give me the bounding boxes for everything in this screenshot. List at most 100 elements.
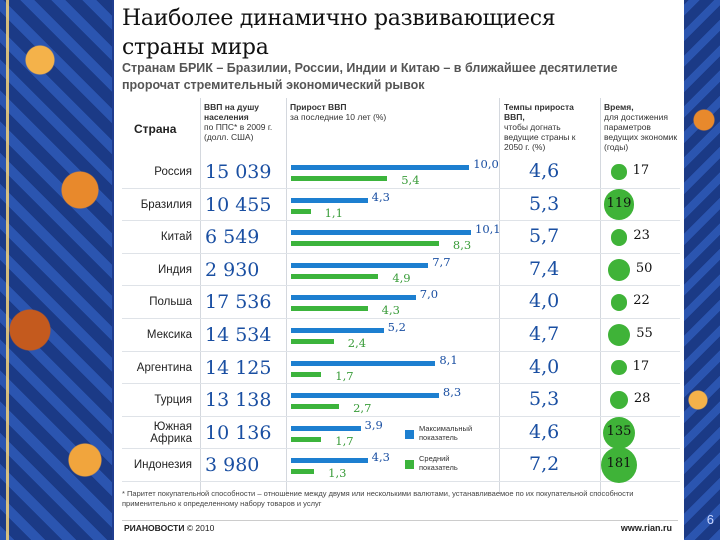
bar-max-growth <box>291 230 471 236</box>
growth-rate-value: 7,4 <box>529 257 560 280</box>
bar-max-label: 4,3 <box>371 189 390 204</box>
column-divider <box>200 98 201 494</box>
growth-rate-value: 7,2 <box>529 453 560 476</box>
growth-rate-value: 4,6 <box>529 160 560 182</box>
bar-avg-growth <box>291 306 368 312</box>
page-title: Наиболее динамично развивающиеся страны … <box>122 4 556 62</box>
subtitle: Странам БРИК – Бразилии, России, Индии и… <box>122 61 618 92</box>
bar-avg-growth <box>291 469 315 475</box>
infographic-card: Наиболее динамично развивающиеся страны … <box>114 0 684 540</box>
gdp-value: 6 549 <box>205 226 260 249</box>
gdp-value: 3 980 <box>205 454 260 477</box>
row-divider <box>122 350 680 352</box>
years-value: 119 <box>606 195 632 211</box>
years-value: 17 <box>632 358 650 374</box>
years-circle <box>601 447 637 484</box>
country-name: Южная Африка <box>150 420 192 445</box>
bar-max-label: 8,1 <box>439 352 458 367</box>
bar-avg-label: 1,7 <box>335 433 354 448</box>
header-rate-sub: чтобы догнать ведущие страны к 2050 г. (… <box>504 122 576 152</box>
footer-divider <box>122 520 678 521</box>
years-value: 55 <box>636 326 653 341</box>
growth-rate-value: 4,0 <box>529 355 560 378</box>
country-name: Турция <box>154 394 192 407</box>
header-time-sub: для достижения параметров ведущих эконом… <box>604 112 678 152</box>
row-divider <box>122 285 680 287</box>
logo-year: © 2010 <box>186 523 215 533</box>
bar-avg-label: 1,1 <box>324 205 343 220</box>
bar-avg-label: 4,9 <box>392 270 411 285</box>
title-line-2: страны мира <box>122 35 269 60</box>
growth-rate-value: 4,7 <box>529 323 560 345</box>
slide-background-right <box>684 0 720 540</box>
gdp-value: 15 039 <box>205 161 272 183</box>
bar-max-label: 4,3 <box>371 450 390 465</box>
bar-avg-growth <box>291 371 322 377</box>
header-growth: Прирост ВВП за последние 10 лет (%) <box>290 102 450 122</box>
years-circle <box>610 228 628 246</box>
bar-avg-label: 1,7 <box>335 368 354 383</box>
bar-max-label: 7,7 <box>432 254 451 269</box>
header-gdp: ВВП на душу населения по ППС* в 2009 г. … <box>204 102 284 142</box>
bar-avg-label: 5,4 <box>401 173 420 187</box>
footnote: * Паритет покупательной способности – от… <box>122 489 634 508</box>
row-divider <box>122 252 680 254</box>
growth-rate-value: 5,3 <box>529 388 560 411</box>
bar-avg-growth <box>291 436 322 442</box>
ria-logo: РИАНОВОСТИ © 2010 <box>124 523 214 533</box>
bar-avg-label: 8,3 <box>452 238 472 253</box>
growth-rate-value: 4,6 <box>529 420 560 443</box>
country-name: Аргентина <box>136 361 192 374</box>
gdp-value: 17 536 <box>205 291 272 314</box>
row-divider <box>122 448 680 450</box>
years-value: 17 <box>632 163 650 178</box>
bar-avg-growth <box>291 404 340 410</box>
gdp-value: 14 125 <box>205 356 272 379</box>
header-time: Время, для достижения параметров ведущих… <box>604 102 680 152</box>
row-divider <box>122 415 680 417</box>
source-site: www.rian.ru <box>620 523 672 533</box>
country-name: Мексика <box>146 329 192 341</box>
years-circle <box>608 258 630 281</box>
years-value: 28 <box>633 391 651 407</box>
column-divider <box>286 98 287 494</box>
years-circle <box>611 164 627 180</box>
growth-rate-value: 5,7 <box>529 225 560 248</box>
bar-avg-growth <box>291 241 439 247</box>
bar-max-label: 5,2 <box>387 320 406 334</box>
slide-background-left <box>0 0 112 540</box>
years-circle <box>607 323 631 347</box>
bar-max-growth <box>291 328 384 333</box>
header-rate-title: Темпы прироста ВВП, <box>504 102 574 122</box>
header-growth-sub: за последние 10 лет (%) <box>290 112 387 122</box>
years-value: 181 <box>606 456 632 472</box>
bar-max-growth <box>291 262 429 268</box>
bar-max-label: 3,9 <box>364 417 383 432</box>
row-divider <box>122 481 680 482</box>
slide-number: 6 <box>706 512 714 527</box>
column-divider <box>600 98 601 494</box>
years-circle <box>610 294 628 311</box>
header-country: Страна <box>134 122 177 136</box>
bar-max-growth <box>291 360 436 366</box>
bar-max-growth <box>291 197 368 203</box>
bar-max-label: 7,0 <box>419 287 439 302</box>
gdp-value: 14 534 <box>205 324 272 346</box>
column-divider <box>499 98 500 494</box>
header-growth-title: Прирост ВВП <box>290 102 347 112</box>
years-value: 135 <box>606 423 632 439</box>
header-time-title: Время, <box>604 102 634 112</box>
gdp-value: 10 455 <box>205 193 272 216</box>
country-name: Индонезия <box>133 459 192 472</box>
bar-avg-label: 1,3 <box>328 466 347 481</box>
country-name: Польша <box>149 296 192 309</box>
bar-avg-label: 4,3 <box>381 303 400 318</box>
bar-max-growth <box>291 425 361 431</box>
gdp-value: 13 138 <box>205 389 272 412</box>
bar-avg-growth <box>291 176 388 181</box>
row-divider <box>122 383 680 385</box>
bar-max-growth <box>291 458 368 464</box>
bar-avg-growth <box>291 339 334 344</box>
bar-avg-growth <box>291 208 311 214</box>
logo-brand: РИАНОВОСТИ <box>124 523 185 533</box>
